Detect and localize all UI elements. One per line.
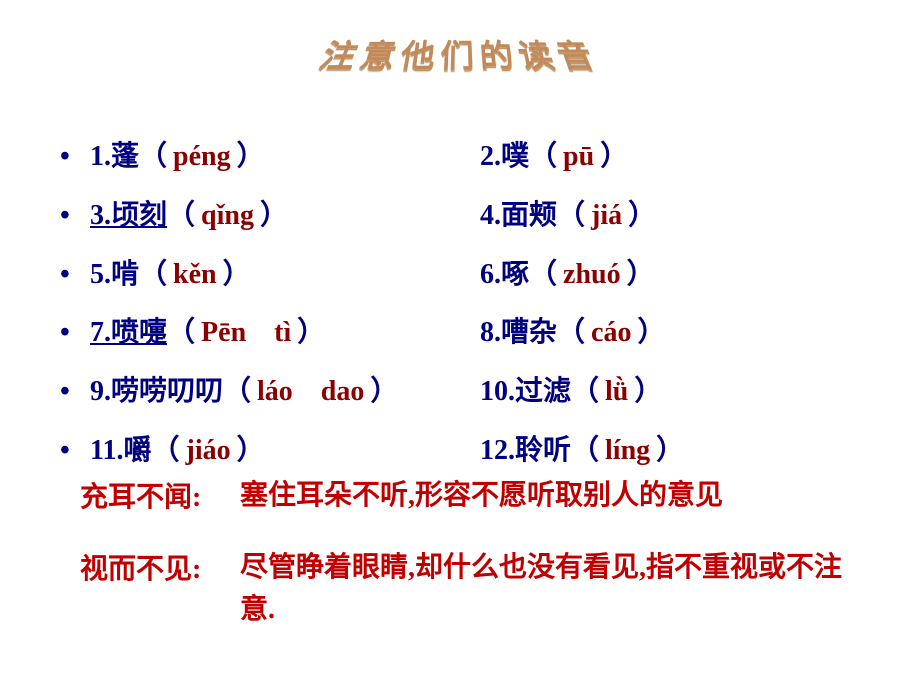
entry: 4.面颊（jiá）: [480, 194, 860, 239]
paren-open: （: [223, 370, 251, 415]
definition-row: 视而不见:尽管睁着眼睛,却什么也没有看见,指不重视或不注意.: [80, 547, 860, 631]
pinyin: Pēn tì: [195, 311, 297, 356]
pinyin: pū: [557, 135, 600, 180]
entry: 2.噗（pū）: [480, 135, 860, 180]
list-row: •7.喷嚏（Pēn tì）8.嘈杂（cáo）: [60, 311, 860, 356]
list-row: •5.啃（kěn）6. 啄（zhuó）: [60, 253, 860, 298]
paren-close: ）: [628, 194, 656, 239]
bullet: •: [60, 429, 90, 474]
paren-close: ）: [237, 429, 265, 474]
pinyin: zhuó: [557, 253, 627, 298]
entry-number: 5.: [90, 253, 111, 298]
entry: 8.嘈杂（cáo）: [480, 311, 860, 356]
def-term: 充耳不闻:: [80, 475, 240, 515]
bullet: •: [60, 311, 90, 356]
hanzi: 聆听: [515, 429, 571, 474]
paren-close: ）: [637, 311, 665, 356]
entry-number: 1.: [90, 135, 111, 180]
entry: 7.喷嚏（Pēn tì）: [90, 311, 480, 356]
hanzi: 喷嚏: [111, 311, 167, 356]
hanzi: 嚼: [123, 429, 151, 474]
paren-open: （: [529, 253, 557, 298]
hanzi: 唠唠叨叨: [111, 370, 223, 415]
entry-number: 6.: [480, 253, 501, 298]
entry: 5.啃（kěn）: [90, 253, 480, 298]
entry-number: 2.: [480, 135, 501, 180]
list-row: •3.顷刻（qǐng）4.面颊（jiá）: [60, 194, 860, 239]
hanzi: 啃: [111, 253, 139, 298]
paren-open: （: [557, 311, 585, 356]
title-text: 注意他们的读音: [230, 32, 690, 77]
pinyin: kěn: [167, 253, 223, 298]
hanzi: 嘈杂: [501, 311, 557, 356]
entry-number: 7.: [90, 311, 111, 356]
pinyin: lǜ: [599, 370, 634, 415]
def-term: 视而不见:: [80, 547, 240, 587]
hanzi: 顷刻: [111, 194, 167, 239]
entry-number: 8.: [480, 311, 501, 356]
entry-number: 9.: [90, 370, 111, 415]
hanzi: 蓬: [111, 135, 139, 180]
definitions: 充耳不闻:塞住耳朵不听,形容不愿听取别人的意见视而不见:尽管睁着眼睛,却什么也没…: [80, 475, 860, 661]
paren-close: ）: [600, 135, 628, 180]
paren-open: （: [571, 429, 599, 474]
entry-number: 4.: [480, 194, 501, 239]
paren-open: （: [139, 253, 167, 298]
pinyin-list: •1.蓬（péng）2.噗（pū）•3.顷刻（qǐng）4.面颊（jiá）•5.…: [60, 135, 860, 488]
paren-close: ）: [260, 194, 288, 239]
paren-close: ）: [634, 370, 662, 415]
paren-open: （: [139, 135, 167, 180]
entry: 9.唠唠叨叨（láo dao）: [90, 370, 480, 415]
entry: 3.顷刻（qǐng）: [90, 194, 480, 239]
bullet: •: [60, 194, 90, 239]
pinyin: qǐng: [195, 194, 260, 239]
bullet: •: [60, 370, 90, 415]
entry-number: 12.: [480, 429, 515, 474]
entry: 6. 啄（zhuó）: [480, 253, 860, 298]
list-row: •11.嚼（jiáo）12. 聆听（líng）: [60, 429, 860, 474]
pinyin: láo dao: [251, 370, 370, 415]
def-body: 尽管睁着眼睛,却什么也没有看见,指不重视或不注意.: [240, 547, 860, 631]
definition-row: 充耳不闻:塞住耳朵不听,形容不愿听取别人的意见: [80, 475, 860, 517]
paren-close: ）: [370, 370, 398, 415]
paren-close: ）: [237, 135, 265, 180]
paren-close: ）: [223, 253, 251, 298]
def-body: 塞住耳朵不听,形容不愿听取别人的意见: [240, 475, 860, 517]
hanzi: 过滤: [515, 370, 571, 415]
paren-open: （: [529, 135, 557, 180]
hanzi: 啄: [501, 253, 529, 298]
bullet: •: [60, 253, 90, 298]
paren-close: ）: [297, 311, 325, 356]
title-3d: 注意他们的读音: [230, 25, 690, 115]
entry: 12. 聆听（líng）: [480, 429, 860, 474]
paren-open: （: [167, 311, 195, 356]
entry: 10.过滤（lǜ）: [480, 370, 860, 415]
pinyin: péng: [167, 135, 237, 180]
paren-open: （: [571, 370, 599, 415]
entry: 1.蓬（péng）: [90, 135, 480, 180]
list-row: •9.唠唠叨叨（láo dao）10.过滤（lǜ）: [60, 370, 860, 415]
hanzi: 噗: [501, 135, 529, 180]
pinyin: líng: [599, 429, 656, 474]
paren-close: ）: [656, 429, 684, 474]
paren-open: （: [151, 429, 179, 474]
entry-number: 10.: [480, 370, 515, 415]
bullet: •: [60, 135, 90, 180]
hanzi: 面颊: [501, 194, 557, 239]
paren-open: （: [557, 194, 585, 239]
pinyin: jiá: [585, 194, 628, 239]
paren-close: ）: [627, 253, 655, 298]
entry-number: 11.: [90, 429, 123, 474]
pinyin: cáo: [585, 311, 637, 356]
entry: 11.嚼（jiáo）: [90, 429, 480, 474]
paren-open: （: [167, 194, 195, 239]
entry-number: 3.: [90, 194, 111, 239]
pinyin: jiáo: [180, 429, 237, 474]
list-row: •1.蓬（péng）2.噗（pū）: [60, 135, 860, 180]
